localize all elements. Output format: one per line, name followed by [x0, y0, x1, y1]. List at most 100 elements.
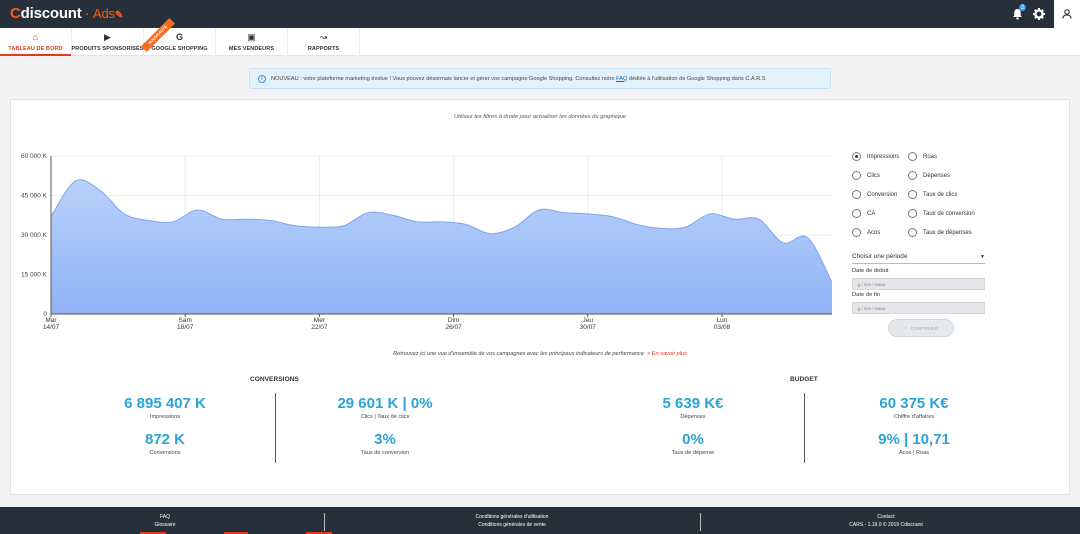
metric-radio-roas[interactable]: Roas — [908, 152, 937, 161]
y-tick-label: 45 000 K — [21, 193, 48, 200]
kpi-label: Dépenses — [680, 414, 706, 420]
footer-contact-link[interactable]: Contact — [877, 513, 895, 520]
start-date-label: Date de debut — [852, 268, 889, 274]
radio-label: Roas — [923, 153, 938, 160]
tab-label: GOOGLE SHOPPING — [151, 46, 208, 52]
kpi-taux-depense: 0% Taux de dépense — [603, 431, 783, 456]
tab-produits-sponsorises[interactable]: ▶ PRODUITS SPONSORISÉS — [72, 28, 144, 56]
kpi-taux-conversion: 3% Taux de conversion — [295, 431, 475, 456]
tab-tableau-de-bord[interactable]: ⌂ TABLEAU DE BORD — [0, 28, 72, 56]
x-tick-date: 30/07 — [580, 324, 597, 331]
footer-divider — [700, 513, 701, 531]
radio-label: Dépenses — [923, 172, 951, 179]
metric-radio-taux-de-d-penses[interactable]: Taux de dépenses — [908, 228, 972, 237]
info-notice: i NOUVEAU : votre plateforme marketing é… — [249, 68, 831, 89]
metric-radio-impressions[interactable]: Impressions — [852, 152, 899, 161]
radio-circle — [908, 171, 917, 180]
bell-icon — [1012, 9, 1022, 20]
radio-circle — [852, 152, 861, 161]
caret-down-icon: ▼ — [980, 253, 985, 260]
footer-divider — [324, 513, 325, 531]
kpi-label: Conversions — [149, 450, 181, 456]
x-tick-date: 14/07 — [43, 324, 60, 331]
main-nav-tabs: ⌂ TABLEAU DE BORD ▶ PRODUITS SPONSORISÉS… — [0, 28, 1080, 56]
radio-label: Conversion — [867, 191, 898, 198]
kpi-conversions: 872 K Conversions — [75, 431, 255, 456]
end-date-input[interactable]: jj / mm / aaaa — [852, 302, 985, 314]
radio-circle — [908, 152, 917, 161]
radio-label: Impressions — [867, 153, 900, 160]
x-tick-date: 26/07 — [445, 324, 462, 331]
metric-radio-ca[interactable]: CA — [852, 209, 875, 218]
top-bar: Cdiscount · Ads✎ 2 — [0, 0, 1080, 28]
footer-legal: Conditions générales d'utilisation Condi… — [420, 507, 604, 534]
x-tick-day: Mar — [45, 317, 57, 324]
google-icon: G — [175, 32, 183, 42]
footer-glossary-link[interactable]: Glossaire — [154, 521, 176, 528]
radio-label: Taux de conversion — [923, 210, 975, 217]
metric-radio-d-penses[interactable]: Dépenses — [908, 171, 950, 180]
tab-label: PRODUITS SPONSORISÉS — [71, 46, 144, 52]
date-placeholder: jj / mm / aaaa — [858, 281, 886, 287]
radio-circle — [852, 171, 861, 180]
metric-radio-taux-de-clics[interactable]: Taux de clics — [908, 190, 957, 199]
y-tick-label: 0 — [43, 311, 47, 318]
metric-radio-clics[interactable]: Clics — [852, 171, 880, 180]
footer-faq-link[interactable]: FAQ — [159, 513, 170, 520]
tab-google-shopping[interactable]: G GOOGLE SHOPPING — [144, 28, 216, 56]
kpi-value: 6 895 407 K — [124, 395, 206, 412]
footer-accent-bar — [306, 532, 332, 534]
check-icon: ✓ — [903, 325, 908, 330]
footer-accent-bar — [140, 532, 166, 534]
radio-label: CA — [867, 210, 876, 217]
tab-rapports[interactable]: ↝ RAPPORTS — [288, 28, 360, 56]
notification-badge: 2 — [1019, 4, 1026, 11]
tab-label: MES VENDEURS — [228, 46, 275, 52]
kpi-acos-roas: 9% | 10,71 Acos | Roas — [824, 431, 1004, 456]
info-icon: i — [258, 74, 266, 83]
kpi-value: 872 K — [144, 431, 186, 448]
impressions-area-chart: 0 15 000 K 30 000 K 45 000 K 60 000 K Mar14/0… — [21, 153, 833, 331]
logo-c: C — [10, 5, 21, 22]
overview-text: Retrouvez ici une vue d'ensemble de vos … — [0, 351, 1080, 357]
kpi-chiffre-affaires: 60 375 K€ Chiffre d'affaires — [824, 395, 1004, 420]
kpi-label: Taux de conversion — [360, 450, 410, 456]
metric-radio-acos[interactable]: Acos — [852, 228, 880, 237]
cdiscount-ads-logo[interactable]: Cdiscount · Ads✎ — [10, 5, 123, 22]
x-tick-date: 03/08 — [714, 324, 731, 331]
kpi-divider — [275, 393, 276, 463]
kpi-impressions: 6 895 407 K Impressions — [75, 395, 255, 420]
y-tick-label: 30 000 K — [21, 232, 48, 239]
metric-radio-conversion[interactable]: Conversion — [852, 190, 897, 199]
trend-icon: ↝ — [319, 32, 328, 42]
x-tick-date: 18/07 — [177, 324, 194, 331]
y-tick-label: 15 000 K — [21, 272, 48, 279]
period-select[interactable]: Choisir une période ▼ — [852, 250, 985, 264]
faq-link[interactable]: FAQ — [616, 75, 628, 82]
end-date-label: Date de fin — [852, 292, 881, 298]
tab-mes-vendeurs[interactable]: ▣ MES VENDEURS — [216, 28, 288, 56]
learn-more-link[interactable]: > En savoir plus — [646, 351, 687, 357]
radio-circle — [852, 190, 861, 199]
metric-radio-taux-de-conversion[interactable]: Taux de conversion — [908, 209, 975, 218]
footer-cgu-link[interactable]: Conditions générales d'utilisation — [475, 513, 549, 520]
kpi-label: Impressions — [149, 414, 181, 420]
kpi-depenses: 5 639 K€ Dépenses — [603, 395, 783, 420]
kpi-value: 3% — [374, 431, 396, 448]
user-account-button[interactable] — [1054, 0, 1080, 28]
kpi-label: Taux de dépense — [671, 450, 715, 456]
confirm-button[interactable]: ✓ CONFIRMER — [888, 319, 954, 337]
footer-help: FAQ Glossaire — [110, 507, 220, 534]
gear-icon — [1033, 8, 1045, 20]
user-icon — [1062, 9, 1072, 19]
start-date-input[interactable]: jj / mm / aaaa — [852, 278, 985, 290]
radio-circle — [908, 228, 917, 237]
ads-pen-icon: ✎ — [114, 10, 124, 21]
kpi-divider — [804, 393, 805, 463]
x-tick-day: Jeu — [583, 317, 594, 324]
settings-button[interactable] — [1028, 0, 1050, 28]
x-tick-date: 22/07 — [311, 324, 328, 331]
footer-cgv-link[interactable]: Conditions générales de vente — [478, 521, 546, 528]
x-tick-day: Dim — [448, 317, 460, 324]
notifications-button[interactable]: 2 — [1006, 0, 1028, 28]
